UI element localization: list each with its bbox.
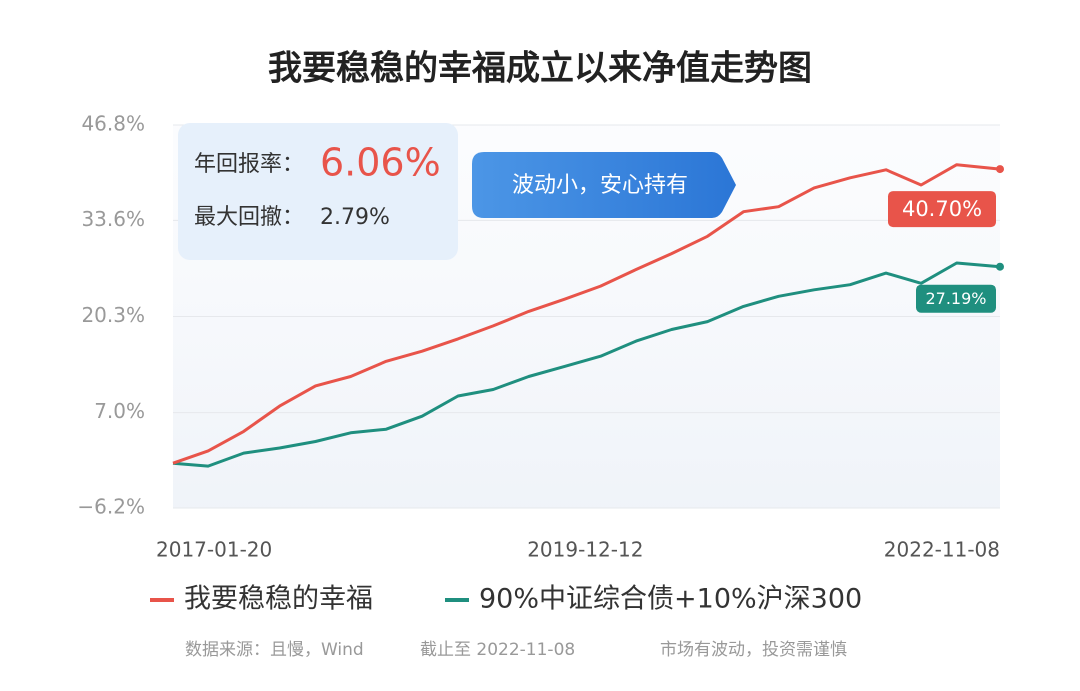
- y-tick-label: 46.8%: [81, 112, 145, 136]
- footer-cutoff: 截止至 2022-11-08: [420, 640, 575, 660]
- end-label: 40.70%: [902, 197, 982, 221]
- legend-label: 我要稳稳的幸福: [184, 584, 373, 615]
- end-point: [996, 165, 1004, 174]
- end-label-box: [888, 191, 996, 228]
- return-label: 年回报率：: [194, 152, 304, 177]
- drawdown-value: 2.79%: [320, 205, 390, 230]
- end-label-box: [916, 284, 996, 313]
- return-value: 6.06%: [320, 141, 441, 185]
- legend-label: 90%中证综合债+10%沪深300: [479, 584, 862, 615]
- y-tick-label: 20.3%: [81, 303, 145, 327]
- x-tick-label: 2022-11-08: [884, 538, 1000, 562]
- end-point: [996, 262, 1004, 271]
- series-line: [172, 261, 1001, 468]
- y-tick-label: 7.0%: [94, 399, 145, 423]
- y-tick-label: 33.6%: [81, 207, 145, 231]
- chart-title: 我要稳稳的幸福成立以来净值走势图: [268, 49, 812, 89]
- callout-box: [472, 152, 736, 218]
- x-tick-label: 2019-12-12: [527, 538, 643, 562]
- series-line: [172, 163, 1001, 465]
- x-tick-label: 2017-01-20: [156, 538, 272, 562]
- footer-disclaimer: 市场有波动，投资需谨慎: [660, 640, 847, 660]
- callout-text: 波动小，安心持有: [512, 173, 688, 198]
- drawdown-label: 最大回撤：: [194, 205, 304, 230]
- end-label: 27.19%: [925, 289, 986, 308]
- y-tick-label: −6.2%: [77, 495, 145, 519]
- footer-source: 数据来源：且慢，Wind: [185, 639, 364, 660]
- info-box: [178, 123, 458, 260]
